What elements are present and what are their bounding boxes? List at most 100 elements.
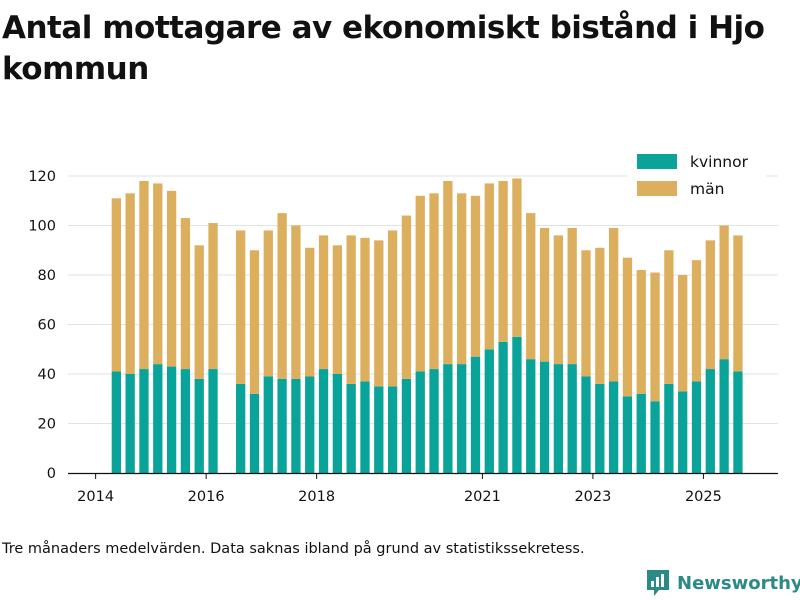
bar-man [512, 178, 522, 337]
bar-man [443, 180, 453, 365]
bar-kvinnor [581, 376, 591, 473]
brand-name: Newsworthy [677, 572, 800, 594]
bar-kvinnor [622, 396, 633, 473]
bar-man [360, 237, 370, 382]
bar-man [249, 250, 260, 394]
bar-man [263, 230, 273, 377]
bar-man [622, 257, 633, 397]
bar-man [733, 235, 743, 372]
bar-kvinnor [360, 381, 370, 473]
axes: 0 20 40 60 80 100 120 2014 2016 2018 2021 2023 2025 [28, 169, 778, 505]
bar-kvinnor [553, 364, 564, 473]
bar-kvinnor [705, 369, 715, 473]
bar-man [415, 195, 425, 372]
bar-man [470, 195, 481, 357]
bar-kvinnor [387, 386, 398, 473]
bar-kvinnor [636, 393, 646, 473]
x-tick-label: 2021 [464, 489, 501, 505]
bar-kvinnor [470, 356, 481, 473]
bar-kvinnor [567, 364, 577, 473]
bar-man [608, 227, 619, 382]
bar-man [111, 198, 121, 372]
bar-man [401, 215, 412, 379]
bar-kvinnor [374, 386, 384, 473]
bar-kvinnor [457, 364, 467, 473]
bar-kvinnor [263, 376, 273, 473]
bar-kvinnor [194, 378, 204, 473]
bar-man [691, 260, 702, 382]
bar-kvinnor [291, 378, 301, 473]
bar-man [526, 213, 536, 360]
bar-kvinnor [608, 381, 619, 473]
legend: kvinnor män [628, 146, 766, 204]
y-tick-label: 100 [28, 219, 56, 235]
bar-kvinnor [429, 369, 439, 473]
bar-man [236, 230, 246, 384]
x-tick-label: 2018 [298, 489, 335, 505]
bar-man [484, 183, 494, 350]
legend-label: kvinnor [690, 153, 749, 171]
chart-note: Tre månaders medelvärden. Data saknas ib… [2, 541, 585, 557]
bar-kvinnor [512, 336, 522, 473]
y-tick-label: 40 [38, 367, 56, 383]
bar-man [457, 193, 467, 365]
y-tick-label: 0 [47, 466, 56, 482]
legend-label: män [690, 180, 724, 198]
bar-kvinnor [153, 364, 163, 473]
bar-kvinnor [678, 391, 688, 473]
bar-kvinnor [208, 369, 218, 473]
bar-kvinnor [733, 371, 743, 473]
bar-kvinnor [691, 381, 702, 473]
bar-man [208, 223, 218, 370]
bar-kvinnor [111, 371, 121, 473]
bar-kvinnor [650, 401, 660, 473]
y-tick-label: 80 [38, 268, 56, 284]
bar-kvinnor [443, 364, 453, 473]
legend-swatch [637, 154, 677, 169]
bar-man [705, 240, 715, 370]
x-tick-label: 2016 [188, 489, 225, 505]
bar-kvinnor [498, 341, 508, 473]
bar-kvinnor [332, 374, 343, 473]
bar-kvinnor [664, 383, 674, 473]
bar-kvinnor [346, 383, 356, 473]
bar-kvinnor [719, 359, 729, 473]
bar-man [291, 225, 301, 379]
brand-logo[interactable]: Newsworthy [645, 568, 800, 598]
bar-man [139, 180, 149, 370]
bar-kvinnor [249, 393, 260, 473]
bar-man [346, 235, 356, 384]
bar-man [650, 272, 660, 402]
bar-man [166, 190, 177, 367]
bar-kvinnor [526, 359, 536, 473]
x-tick-label: 2025 [685, 489, 722, 505]
bar-man [318, 235, 329, 370]
bar-man [194, 245, 204, 379]
bar-man [374, 240, 384, 387]
bar-man [581, 250, 591, 377]
bar-man [125, 193, 135, 374]
bar-man [678, 275, 688, 392]
bar-man [429, 193, 439, 370]
bar-kvinnor [484, 349, 494, 473]
bar-man [567, 227, 577, 365]
bar-man [153, 183, 163, 365]
bar-man [636, 270, 646, 394]
bar-man [277, 213, 287, 379]
bar-kvinnor [539, 361, 550, 473]
bar-man [332, 245, 343, 374]
bar-kvinnor [595, 383, 605, 473]
bar-man [305, 247, 315, 377]
x-tick-label: 2014 [77, 489, 114, 505]
legend-swatch [637, 181, 677, 196]
bar-man [664, 250, 674, 384]
y-tick-label: 60 [38, 318, 56, 334]
bars [111, 178, 743, 473]
bar-kvinnor [415, 371, 425, 473]
page-title: Antal mottagare av ekonomiskt bistånd i … [2, 10, 765, 87]
bar-man [719, 225, 729, 360]
bar-kvinnor [236, 383, 246, 473]
newsworthy-logo-icon [647, 570, 669, 596]
bar-kvinnor [305, 376, 315, 473]
